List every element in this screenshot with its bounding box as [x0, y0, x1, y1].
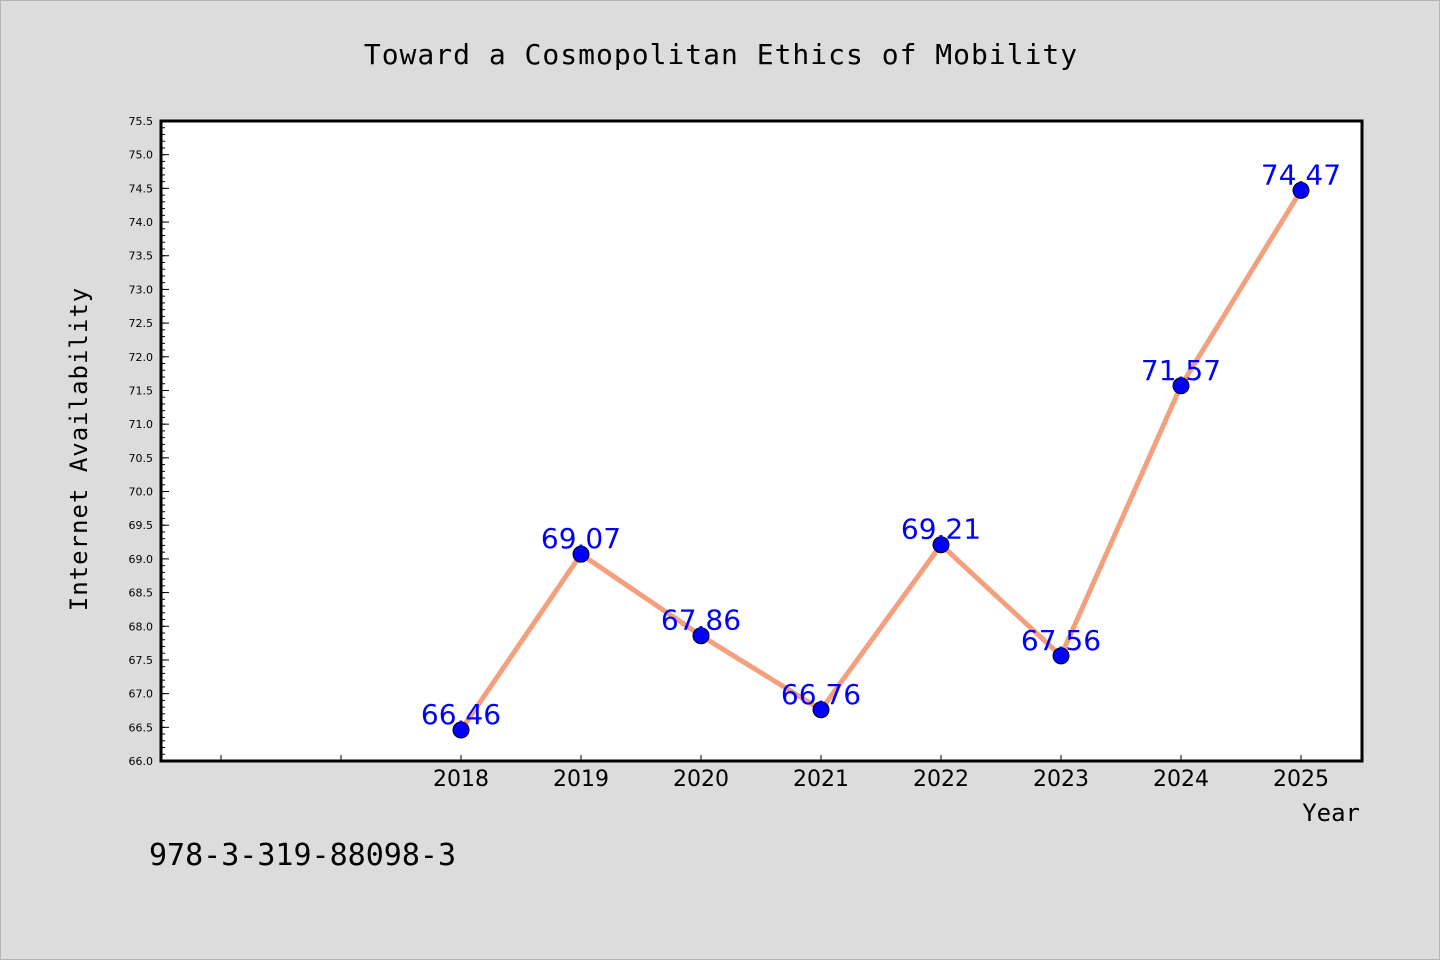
y-tick-label: 69.0	[129, 553, 154, 566]
y-tick-label: 68.0	[129, 620, 154, 633]
x-tick-label: 2021	[793, 767, 849, 792]
y-tick-label: 70.5	[129, 452, 154, 465]
data-label: 66.76	[781, 678, 861, 711]
y-tick-label: 67.5	[129, 654, 154, 667]
y-tick-label: 66.0	[129, 755, 154, 768]
chart-title: Toward a Cosmopolitan Ethics of Mobility	[364, 38, 1078, 71]
data-label: 67.56	[1021, 624, 1101, 657]
data-point	[1052, 647, 1070, 665]
y-tick-label: 69.5	[129, 519, 154, 532]
data-point	[1292, 181, 1310, 199]
y-tick-label: 73.5	[129, 250, 154, 263]
x-axis: 2018 2019 2020 2021 2022 2023 2024 2025	[220, 755, 1329, 792]
plot-area	[159, 119, 1364, 763]
y-tick-label: 67.0	[129, 688, 154, 701]
y-tick-label: 74.5	[129, 182, 154, 195]
x-axis-label: Year	[1302, 799, 1360, 827]
data-label: 74.47	[1261, 158, 1341, 191]
data-point	[692, 627, 710, 645]
y-tick-label: 71.0	[129, 418, 154, 431]
y-tick-label: 72.0	[129, 351, 154, 364]
x-tick-label: 2024	[1153, 767, 1209, 792]
y-tick-label: 74.0	[129, 216, 154, 229]
x-tick-label: 2018	[433, 767, 489, 792]
y-tick-label: 73.0	[129, 283, 154, 296]
y-axis: 66.0 66.5 67.0 67.5 68.0 68.5 69.0 69.5 70.0 70.5…	[129, 115, 169, 768]
data-labels: 66.46 69.07 67.86 66.76 69.21 67.56 71.57 74.47	[421, 158, 1341, 731]
data-label: 67.86	[661, 604, 741, 637]
y-tick-label: 72.5	[129, 317, 154, 330]
x-tick-label: 2020	[673, 767, 729, 792]
data-label: 69.07	[541, 522, 621, 555]
series-line-group	[458, 189, 1304, 732]
data-point	[932, 536, 950, 554]
x-tick-label: 2023	[1033, 767, 1089, 792]
y-axis-label: Internet Availability	[65, 287, 93, 611]
data-point	[572, 545, 590, 563]
y-tick-label: 70.0	[129, 486, 154, 499]
x-tick-label: 2019	[553, 767, 609, 792]
y-tick-label: 71.5	[129, 384, 154, 397]
data-label: 71.57	[1141, 354, 1221, 387]
series-line	[458, 189, 1304, 732]
x-tick-label: 2022	[913, 767, 969, 792]
data-point	[812, 701, 830, 719]
data-point	[1172, 377, 1190, 395]
x-tick-label: 2025	[1273, 767, 1329, 792]
y-tick-label: 68.5	[129, 587, 154, 600]
y-tick-label: 75.0	[129, 149, 154, 162]
y-tick-label: 66.5	[129, 721, 154, 734]
isbn-text: 978-3-319-88098-3	[149, 838, 456, 873]
data-label: 66.46	[421, 698, 501, 731]
data-label: 69.21	[901, 513, 981, 546]
data-points	[452, 181, 1310, 739]
y-tick-label: 75.5	[129, 115, 154, 128]
data-point	[452, 721, 470, 739]
